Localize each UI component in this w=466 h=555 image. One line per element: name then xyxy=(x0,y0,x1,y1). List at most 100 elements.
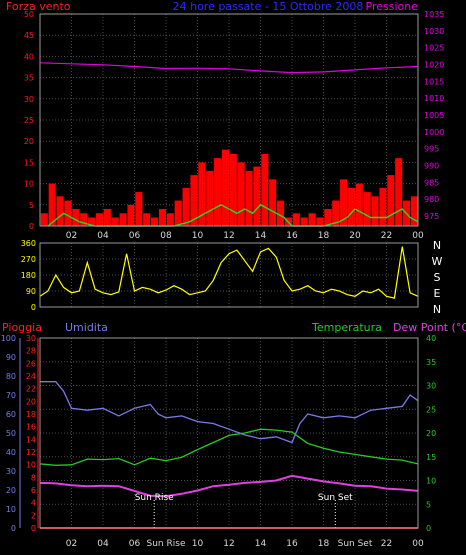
sun-annotation: Sun Set xyxy=(318,493,353,503)
wind-gust-bar xyxy=(277,200,285,226)
temperature-y-tick: 35 xyxy=(426,358,436,367)
wind-gust-bar xyxy=(237,162,245,226)
pressure-y-tick: 1035 xyxy=(424,10,444,19)
temperature-y-tick: 0 xyxy=(426,524,431,533)
wind-gust-bar xyxy=(127,204,135,226)
wind-gust-bar xyxy=(174,200,182,226)
wind-gust-bar xyxy=(119,213,127,226)
direction-y-tick: 90 xyxy=(26,287,36,296)
x-tick-label: 14 xyxy=(255,539,267,549)
wind-gust-bar xyxy=(135,192,143,226)
wind-y-tick: 10 xyxy=(24,180,34,189)
wind-gust-bar xyxy=(316,217,324,226)
x-tick-label: 04 xyxy=(97,231,109,241)
wind-pressure-panel: Forza vento 24 hore passate - 15 Ottobre… xyxy=(6,0,444,241)
pressure-y-tick: 1030 xyxy=(424,27,444,36)
humidity-y-tick: 90 xyxy=(6,353,16,362)
dewpoint-line xyxy=(39,474,419,498)
humidity-label: Umidita xyxy=(65,321,108,334)
temperature-y-tick: 40 xyxy=(426,334,436,343)
rain-y-tick: 28 xyxy=(26,347,36,356)
wind-gust-bar xyxy=(221,149,229,226)
direction-y-tick: 0 xyxy=(31,303,36,312)
wind-gust-bar xyxy=(410,196,418,226)
direction-y-tick: 180 xyxy=(21,271,36,280)
wind-gust-bar xyxy=(64,200,72,226)
humidity-y-tick: 50 xyxy=(6,429,16,438)
humidity-y-tick: 10 xyxy=(6,505,16,514)
wind-gust-bar xyxy=(379,187,387,226)
wind-gust-bar xyxy=(253,166,261,226)
humidity-line xyxy=(40,381,419,444)
wind-gust-bar xyxy=(111,217,119,226)
wind-y-tick: 25 xyxy=(24,116,34,125)
humidity-y-tick: 30 xyxy=(6,467,16,476)
humidity-y-tick: 40 xyxy=(6,448,16,457)
humidity-panel-ticks: 0102030405060708090100024681012141618202… xyxy=(1,334,436,549)
rain-y-tick: 10 xyxy=(26,461,36,470)
rain-label: Pioggia xyxy=(2,321,42,334)
pressure-y-tick: 990 xyxy=(424,161,439,170)
rain-y-tick: 30 xyxy=(26,334,36,343)
pressure-y-tick: 1025 xyxy=(424,44,444,53)
rain-y-tick: 4 xyxy=(31,499,36,508)
temperature-y-tick: 30 xyxy=(426,382,436,391)
temperature-y-tick: 15 xyxy=(426,453,436,462)
wind-gust-bar xyxy=(214,158,222,226)
x-tick-label: Sun Set xyxy=(338,539,373,549)
x-tick-label: 22 xyxy=(381,539,392,549)
humidity-y-tick: 100 xyxy=(1,334,16,343)
x-tick-label: 12 xyxy=(223,539,234,549)
pressure-y-tick: 1010 xyxy=(424,94,444,103)
wind-y-tick: 15 xyxy=(24,158,34,167)
rain-y-tick: 24 xyxy=(26,372,36,381)
wind-gust-bar xyxy=(56,196,64,226)
wind-gust-bar xyxy=(395,158,403,226)
wind-gust-bar xyxy=(103,209,111,226)
x-tick-label: 00 xyxy=(412,539,424,549)
compass-label: E xyxy=(434,287,441,300)
wind-panel-frame xyxy=(39,13,419,227)
wind-gust-bar xyxy=(182,187,190,226)
humidity-y-tick: 60 xyxy=(6,410,16,419)
wind-y-tick: 20 xyxy=(24,137,34,146)
wind-y-tick: 5 xyxy=(29,201,34,210)
humidity-y-tick: 70 xyxy=(6,391,16,400)
wind-gust-bar xyxy=(151,217,159,226)
humidity-temperature-panel: Pioggia Umidita Temperatura Dew Point (°… xyxy=(1,321,466,549)
rain-y-tick: 8 xyxy=(31,473,36,482)
x-tick-label: 16 xyxy=(286,231,298,241)
rain-y-tick: 22 xyxy=(26,385,36,394)
wind-gust-bar xyxy=(143,213,151,226)
wind-y-tick: 0 xyxy=(29,222,34,231)
pressure-y-tick: 1005 xyxy=(424,111,444,120)
x-tick-label: 14 xyxy=(255,231,267,241)
wind-panel-ticks: 0510152025303540455097598098599099510001… xyxy=(24,10,445,241)
rain-y-tick: 20 xyxy=(26,397,36,406)
wind-gust-bar xyxy=(269,179,277,226)
wind-gust-bar xyxy=(95,213,103,226)
wind-gust-bar xyxy=(324,209,332,226)
pressure-y-tick: 1020 xyxy=(424,60,444,69)
wind-gust-bar xyxy=(332,200,340,226)
x-tick-label: 18 xyxy=(318,539,330,549)
wind-gust-bar xyxy=(340,179,348,226)
rain-y-tick: 12 xyxy=(26,448,36,457)
wind-gust-bar xyxy=(308,213,316,226)
x-tick-label: 12 xyxy=(223,231,234,241)
pressure-y-tick: 980 xyxy=(424,195,439,204)
wind-direction-line xyxy=(39,246,419,299)
pressure-line xyxy=(39,62,419,74)
x-tick-label: 16 xyxy=(286,539,298,549)
x-tick-label: 20 xyxy=(349,231,361,241)
compass-label: N xyxy=(433,303,441,316)
wind-gust-bar xyxy=(206,170,214,226)
wind-gust-bar xyxy=(363,192,371,226)
direction-y-tick: 360 xyxy=(21,239,36,248)
wind-y-tick: 50 xyxy=(24,10,34,19)
humidity-panel-frame xyxy=(39,337,419,529)
pressure-y-tick: 975 xyxy=(424,212,439,221)
x-tick-label: 00 xyxy=(412,231,424,241)
